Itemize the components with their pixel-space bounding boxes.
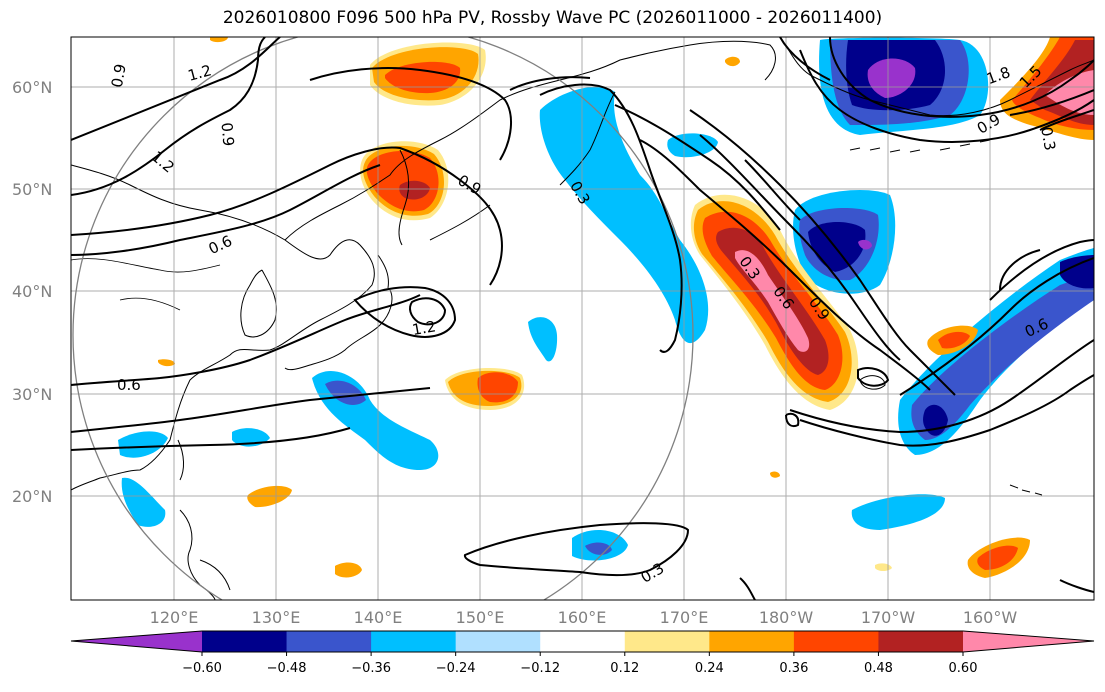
lon-label: 130°E — [252, 608, 301, 627]
lat-label: 50°N — [12, 180, 52, 199]
colorbar-cell — [371, 631, 457, 652]
lon-label: 150°E — [456, 608, 505, 627]
pv-contours — [71, 37, 1094, 600]
map-frame — [70, 36, 1095, 601]
colorbar-tick-label: −0.48 — [267, 661, 307, 676]
lat-label: 40°N — [12, 282, 52, 301]
colorbar-cell — [540, 631, 626, 652]
lon-label: 160°W — [963, 608, 1018, 627]
colorbar-extend-max — [963, 631, 1094, 652]
lat-label: 20°N — [12, 487, 52, 506]
contour-label: 0.9 — [108, 62, 130, 89]
lon-label: 160°E — [558, 608, 607, 627]
colorbar-tick-label: −0.24 — [436, 661, 476, 676]
lat-label: 60°N — [12, 78, 52, 97]
grid-lines — [71, 37, 1094, 600]
colorbar-cell — [878, 631, 964, 652]
contour-label: 0.6 — [117, 376, 141, 394]
lon-label: 180°W — [759, 608, 814, 627]
colorbar-tick-label: 0.36 — [779, 661, 808, 676]
map-title: 2026010800 F096 500 hPa PV, Rossby Wave … — [222, 8, 883, 28]
colorbar-tick-label: 0.60 — [949, 661, 978, 676]
lon-label: 170°W — [861, 608, 916, 627]
colorbar-tick-label: 0.24 — [695, 661, 724, 676]
colorbar-cell — [286, 631, 372, 652]
contour-label: 0.9 — [218, 122, 238, 147]
colorbar-tick-label: 0.48 — [864, 661, 893, 676]
colorbar-tick-label: 0.12 — [610, 661, 639, 676]
range-circle — [72, 37, 694, 600]
colorbar: −0.60 −0.48 −0.36 −0.24 −0.12 0.12 0.24 0.36 0.4… — [70, 630, 1095, 676]
colorbar-cell — [455, 631, 541, 652]
colorbar-cell — [202, 631, 288, 652]
colorbar-cell — [709, 631, 795, 652]
colorbar-extend-min — [71, 631, 202, 652]
latitude-labels: 60°N 50°N 40°N 30°N 20°N — [12, 78, 52, 506]
longitude-labels: 120°E 130°E 140°E 150°E 160°E 170°E 180°… — [150, 608, 1018, 627]
lon-label: 170°E — [660, 608, 709, 627]
lon-label: 140°E — [354, 608, 403, 627]
colorbar-tick-label: −0.12 — [520, 661, 560, 676]
colorbar-tick-label: −0.60 — [182, 661, 222, 676]
lon-label: 120°E — [150, 608, 199, 627]
colorbar-tick-label: −0.36 — [351, 661, 391, 676]
contour-label: 1.2 — [411, 317, 438, 339]
lat-label: 30°N — [12, 385, 52, 404]
contour-label: 1.2 — [186, 61, 214, 85]
colorbar-cell — [624, 631, 710, 652]
contour-label: 0.3 — [1037, 125, 1059, 152]
colorbar-cell — [793, 631, 879, 652]
